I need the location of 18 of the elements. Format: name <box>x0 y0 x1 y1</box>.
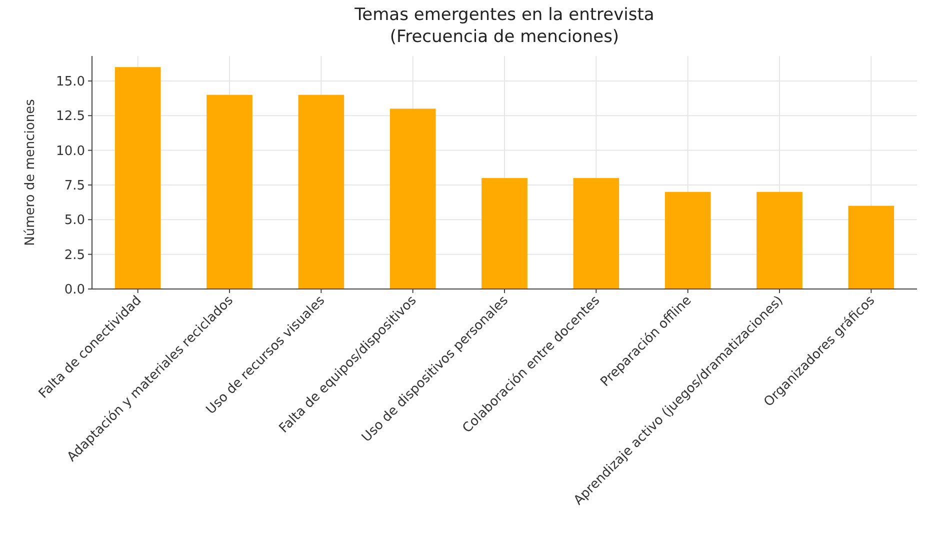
bar <box>756 192 802 289</box>
bar <box>390 108 436 289</box>
bar <box>482 178 528 289</box>
y-tick-label: 15.0 <box>56 74 85 90</box>
y-axis-title: Número de menciones <box>23 98 38 246</box>
bar <box>573 178 620 289</box>
y-tick-label: 5.0 <box>64 213 85 228</box>
y-tick-label: 12.5 <box>56 109 85 124</box>
bar <box>206 94 252 289</box>
y-tick-label: 10.0 <box>56 144 85 159</box>
y-tick-label: 7.5 <box>64 178 85 194</box>
bar <box>848 206 894 289</box>
y-tick-label: 0.0 <box>64 282 85 298</box>
y-tick-label: 2.5 <box>64 248 85 263</box>
bar <box>664 192 711 289</box>
bar <box>114 67 161 289</box>
chart-title: Temas emergentes en la entrevista (Frecuencia de menciones) <box>354 5 654 47</box>
bar <box>298 94 344 289</box>
